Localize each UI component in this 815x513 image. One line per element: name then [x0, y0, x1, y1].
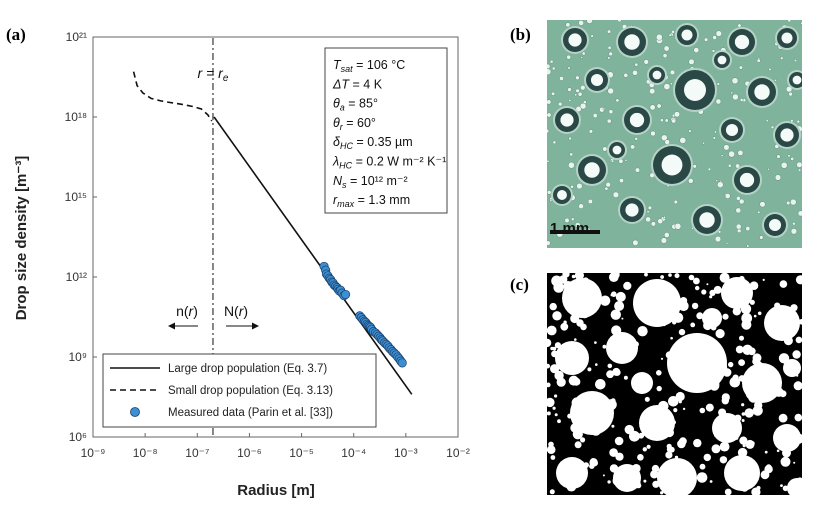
- y-tick-label: 10²¹: [66, 30, 87, 44]
- arrow-left: [168, 322, 198, 330]
- y-axis-title: Drop size density [m⁻³]: [13, 156, 30, 321]
- series-large-drop-line: [213, 116, 413, 395]
- parameter-row: δHC = 0.35 µm: [333, 135, 413, 151]
- binary-drop-map: [547, 273, 802, 495]
- measured-data-point: [341, 289, 351, 300]
- panel-label-b: (b): [510, 25, 531, 44]
- legend-item-small: Small drop population (Eq. 3.13): [110, 385, 333, 397]
- y-tick-label: 10¹⁵: [65, 190, 87, 204]
- legend-box: [102, 353, 377, 428]
- N-r-label: N(r): [224, 303, 248, 319]
- micrograph-drawing: 1 mm: [547, 20, 802, 248]
- x-tick-label: 10⁻²: [446, 446, 470, 460]
- y-tick-label: 10⁹: [69, 350, 88, 364]
- legend-label-small: Small drop population (Eq. 3.13): [168, 385, 333, 397]
- y-tick-label: 10¹²: [66, 270, 87, 284]
- legend-item-measured: Measured data (Parin et al. [33]): [130, 407, 333, 419]
- y-tick-label: 10⁶: [69, 430, 87, 444]
- x-tick-label: 10⁻⁶: [237, 446, 262, 460]
- y-tick-label: 10¹⁸: [65, 110, 87, 124]
- parameter-row: θa = 85°: [333, 97, 378, 113]
- arrow-right: [226, 322, 259, 330]
- parameter-box: [324, 47, 448, 214]
- x-tick-label: 10⁻³: [394, 446, 418, 460]
- series-small-drop-line: [132, 71, 213, 122]
- legend-label-measured: Measured data (Parin et al. [33]): [168, 407, 333, 419]
- x-tick-label: 10⁻⁵: [289, 446, 314, 460]
- series-layer: [132, 71, 413, 395]
- parameter-row: θr = 60°: [333, 116, 376, 132]
- x-tick-label: 10⁻⁸: [133, 446, 158, 460]
- parameter-row: Ns = 10¹² m⁻²: [333, 174, 408, 190]
- measured-data-point: [397, 358, 407, 368]
- re-label: r = re: [198, 65, 229, 84]
- re-label-sub: e: [223, 73, 229, 84]
- parameter-list: Tsat = 106 °C ΔT = 4 K θa = 85° θr = 60° δHC…: [332, 58, 446, 209]
- scale-bar-label: 1 mm: [550, 220, 589, 237]
- x-axis-ticks: 10⁻⁹ 10⁻⁸ 10⁻⁷ 10⁻⁶ 10⁻⁵ 10⁻⁴ 10⁻³ 10⁻²: [81, 433, 470, 460]
- x-tick-label: 10⁻⁹: [81, 446, 106, 460]
- re-label-main: r = r: [198, 65, 225, 81]
- parameter-row: rmax = 1.3 mm: [333, 193, 410, 209]
- binary-drop-drawing: [547, 273, 802, 495]
- scale-bar: [550, 230, 600, 234]
- y-axis-ticks: 10⁶ 10⁹ 10¹² 10¹⁵ 10¹⁸ 10²¹: [65, 30, 97, 444]
- parameter-row: Tsat = 106 °C: [333, 58, 405, 74]
- legend-label-large: Large drop population (Eq. 3.7): [168, 363, 327, 375]
- legend-item-large: Large drop population (Eq. 3.7): [110, 363, 327, 375]
- x-tick-label: 10⁻⁴: [341, 446, 366, 460]
- plot-frame: [92, 36, 459, 438]
- parameter-row: ΔT = 4 K: [332, 77, 383, 91]
- x-axis-title: Radius [m]: [237, 482, 315, 499]
- panel-label-a: (a): [6, 25, 26, 44]
- x-tick-label: 10⁻⁷: [185, 446, 209, 460]
- panel-label-c: (c): [510, 275, 529, 294]
- n-r-label: n(r): [176, 303, 198, 319]
- legend-swatch-marker: [130, 407, 140, 417]
- micrograph-photo: 1 mm: [547, 20, 802, 248]
- parameter-row: λHC = 0.2 W m⁻² K⁻¹: [332, 155, 446, 171]
